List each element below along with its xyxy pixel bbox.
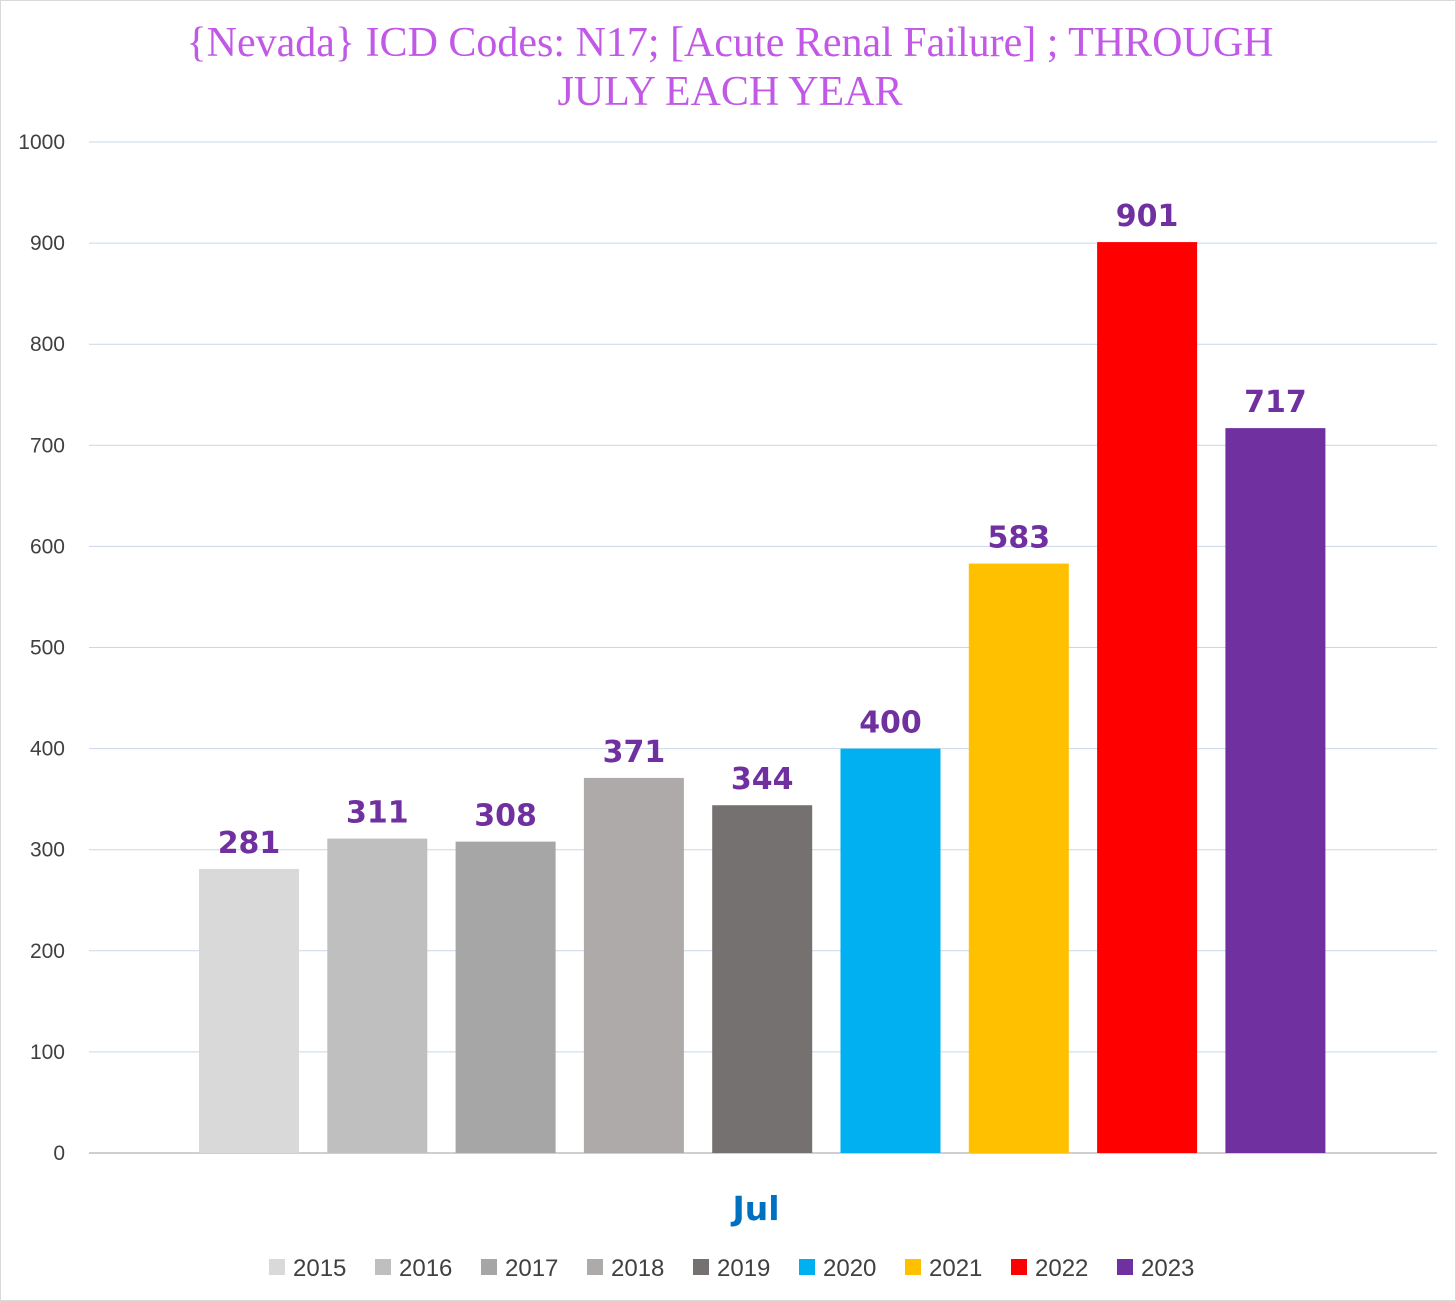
legend-swatch <box>375 1259 391 1275</box>
y-tick-label: 500 <box>30 637 65 660</box>
data-label-2020: 400 <box>859 706 922 741</box>
bar-2017 <box>455 841 556 1153</box>
data-label-2023: 717 <box>1244 385 1307 420</box>
chart-title: {Nevada} ICD Codes: N17; [Acute Renal Fa… <box>187 20 1274 115</box>
legend-item-2016: 2016 <box>375 1255 452 1282</box>
data-label-2017: 308 <box>474 799 537 834</box>
legend-swatch <box>799 1259 815 1275</box>
legend-item-2015: 2015 <box>269 1255 346 1282</box>
bar-2023 <box>1225 428 1326 1153</box>
data-label-2021: 583 <box>987 521 1050 556</box>
legend-swatch <box>587 1259 603 1275</box>
legend-label: 2018 <box>611 1255 664 1282</box>
legend-label: 2023 <box>1141 1255 1194 1282</box>
legend-swatch <box>905 1259 921 1275</box>
bar-2019 <box>712 805 813 1153</box>
bar-2016 <box>327 838 428 1153</box>
y-tick-label: 0 <box>53 1142 65 1165</box>
y-tick-label: 400 <box>30 738 65 761</box>
y-tick-label: 700 <box>30 434 65 457</box>
legend-label: 2017 <box>505 1255 558 1282</box>
bar-2021 <box>968 563 1069 1153</box>
legend-item-2018: 2018 <box>587 1255 664 1282</box>
chart-title-line-2: JULY EACH YEAR <box>557 69 902 115</box>
data-label-2016: 311 <box>346 796 409 831</box>
data-label-2022: 901 <box>1116 199 1179 234</box>
data-label-2015: 281 <box>218 826 281 861</box>
legend-label: 2021 <box>929 1255 982 1282</box>
legend-item-2020: 2020 <box>799 1255 876 1282</box>
bars <box>199 242 1326 1154</box>
bar-2015 <box>199 868 299 1153</box>
y-tick-label: 300 <box>30 839 65 862</box>
y-tick-label: 1000 <box>18 131 65 154</box>
legend-item-2017: 2017 <box>481 1255 558 1282</box>
x-axis-category-label: Jul <box>730 1189 779 1228</box>
chart-title-line-1: {Nevada} ICD Codes: N17; [Acute Renal Fa… <box>187 20 1274 66</box>
y-tick-label: 100 <box>30 1041 65 1064</box>
legend-label: 2020 <box>823 1255 876 1282</box>
legend-item-2022: 2022 <box>1011 1255 1088 1282</box>
legend-swatch <box>1011 1259 1027 1275</box>
y-axis-ticks: 0 100 200 300 400 500 600 700 800 900 1000 <box>18 131 65 1165</box>
legend-swatch <box>269 1259 285 1275</box>
legend-item-2023: 2023 <box>1117 1255 1194 1282</box>
legend: 2015 2016 2017 2018 2019 2020 2021 2022 2023 <box>269 1255 1194 1282</box>
data-label-2018: 371 <box>603 735 666 770</box>
legend-label: 2016 <box>399 1255 452 1282</box>
legend-item-2021: 2021 <box>905 1255 982 1282</box>
data-labels: 281 311 308 371 344 400 583 901 717 <box>218 199 1307 861</box>
bar-2022 <box>1097 242 1198 1154</box>
data-label-2019: 344 <box>731 762 794 797</box>
legend-label: 2015 <box>293 1255 346 1282</box>
y-tick-label: 800 <box>30 333 65 356</box>
bar-2020 <box>840 748 941 1153</box>
y-tick-label: 200 <box>30 940 65 963</box>
gridlines <box>89 141 1437 1154</box>
legend-swatch <box>1117 1259 1133 1275</box>
legend-swatch <box>693 1259 709 1275</box>
y-tick-label: 600 <box>30 535 65 558</box>
bar-2018 <box>583 777 684 1153</box>
legend-label: 2019 <box>717 1255 770 1282</box>
legend-label: 2022 <box>1035 1255 1088 1282</box>
y-tick-label: 900 <box>30 232 65 255</box>
legend-item-2019: 2019 <box>693 1255 770 1282</box>
legend-swatch <box>481 1259 497 1275</box>
